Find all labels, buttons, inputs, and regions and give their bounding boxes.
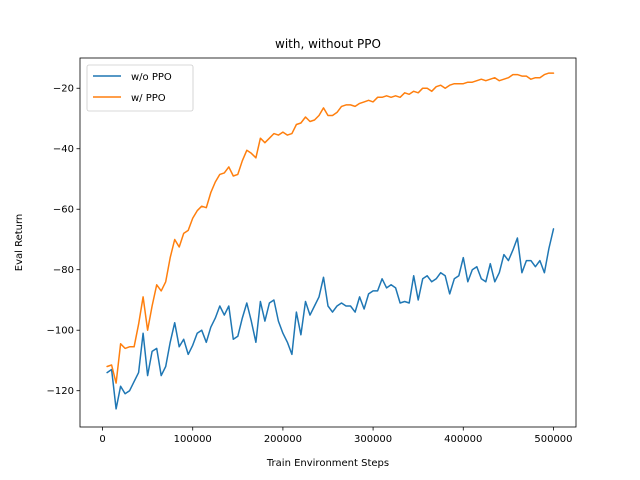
series-line-w-o-ppo — [106, 228, 555, 410]
x-tick-label: 400000 — [444, 434, 482, 445]
y-tick-label: −20 — [53, 84, 74, 95]
x-tick-label: 0 — [99, 434, 105, 445]
y-tick-label: −80 — [53, 265, 74, 276]
x-tick-label: 500000 — [534, 434, 572, 445]
y-tick-label: −40 — [53, 144, 74, 155]
y-tick-label: −120 — [47, 386, 74, 397]
x-tick-label: 200000 — [264, 434, 302, 445]
chart-title: with, without PPO — [275, 37, 381, 51]
x-tick-label: 300000 — [354, 434, 392, 445]
legend: w/o PPO w/ PPO — [86, 64, 194, 112]
y-axis-ticks: −120 −100 −80 −60 −40 −20 — [47, 84, 80, 397]
series-layer — [106, 72, 555, 410]
legend-label-w-o-ppo: w/o PPO — [131, 72, 172, 83]
x-tick-label: 100000 — [174, 434, 212, 445]
legend-label-w-ppo: w/ PPO — [131, 93, 166, 104]
series-line-w-ppo — [106, 72, 555, 384]
axes-frame — [79, 57, 577, 428]
y-axis-label: Eval Return — [14, 214, 25, 272]
x-axis-ticks: 0 100000 200000 300000 400000 500000 — [99, 427, 573, 445]
y-tick-label: −60 — [53, 205, 74, 216]
y-tick-label: −100 — [47, 326, 74, 337]
plot-area — [79, 57, 577, 428]
x-axis-label: Train Environment Steps — [266, 458, 389, 469]
